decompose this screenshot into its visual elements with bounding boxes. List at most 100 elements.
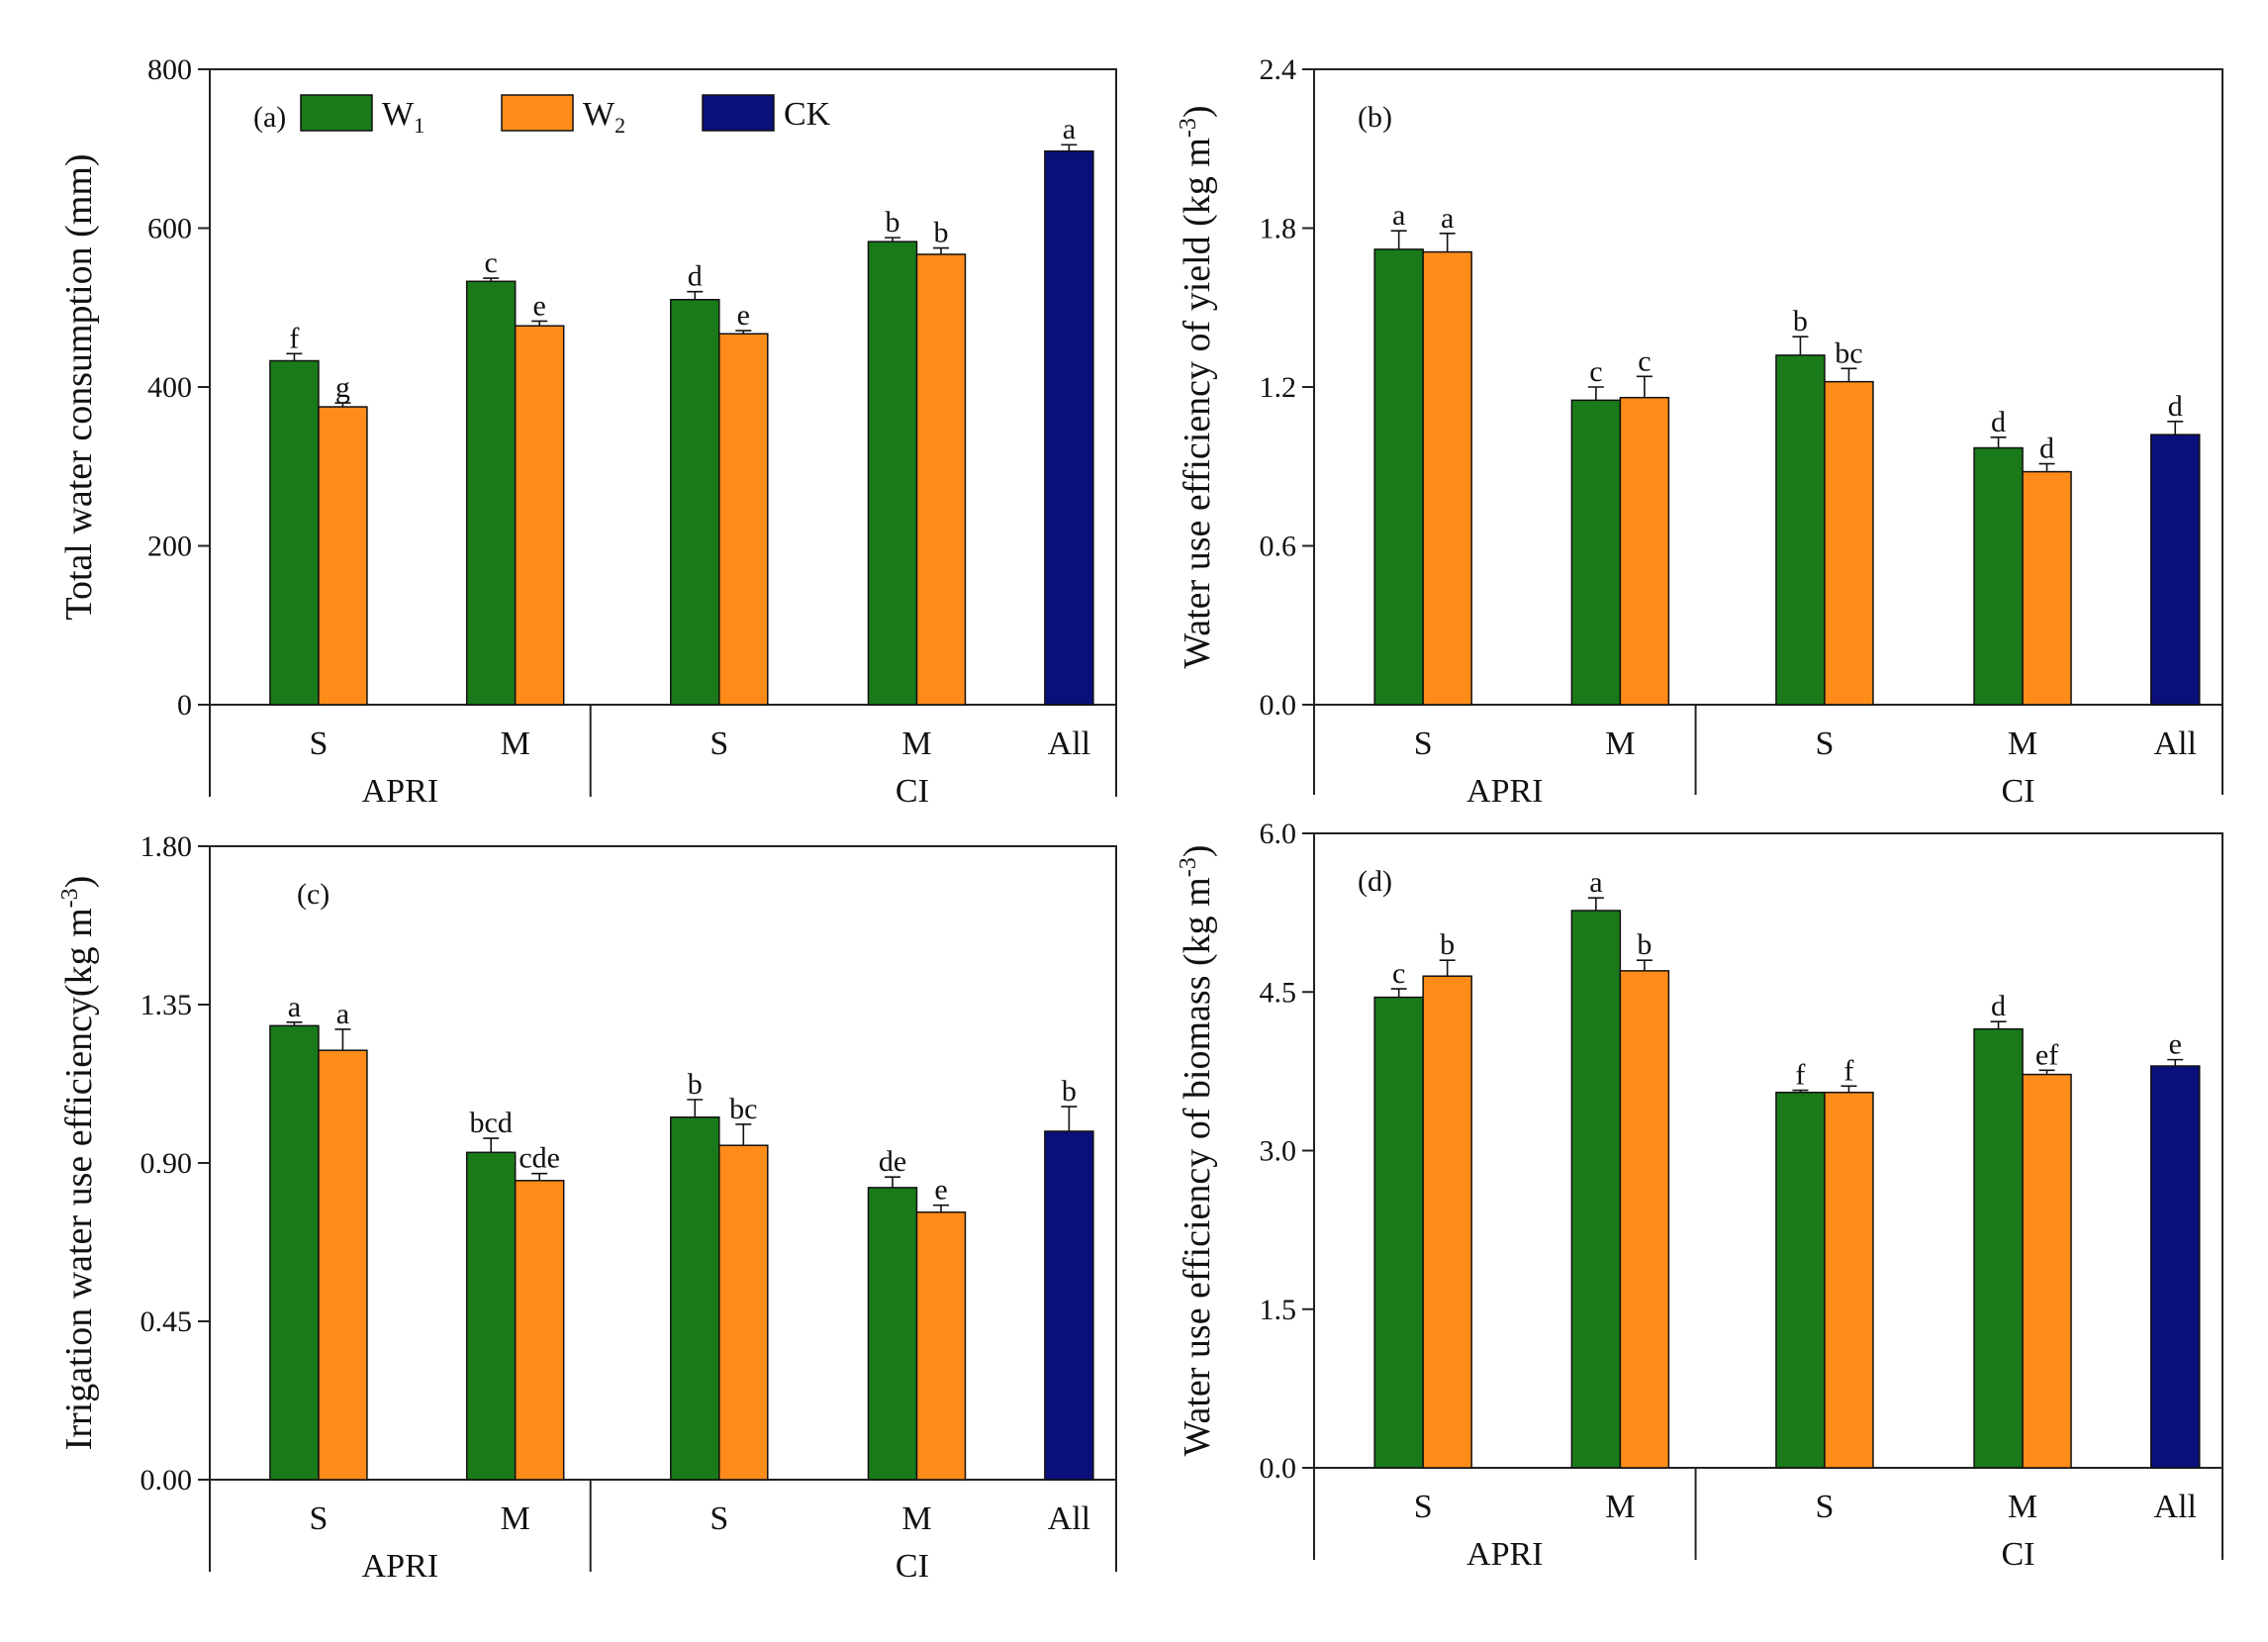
y-tick-label: 1.35 xyxy=(141,989,193,1021)
bar-w1 xyxy=(269,1024,320,1481)
significance-label: g xyxy=(335,371,350,404)
bar-w1 xyxy=(1373,996,1424,1469)
category-label: All xyxy=(2154,1489,2197,1525)
y-axis-title-text: Irrigation water use efficiency(kg m xyxy=(58,908,100,1450)
legend-label-main: W xyxy=(583,96,615,133)
bar-w1 xyxy=(867,241,918,706)
significance-label: a xyxy=(1392,199,1405,232)
y-tick-label: 0 xyxy=(177,689,192,722)
significance-label: c xyxy=(1392,957,1405,990)
y-axis-title-tail: ) xyxy=(58,876,100,889)
y-tick-label: 1.80 xyxy=(141,830,193,863)
legend: W1 W2 CK xyxy=(300,94,831,138)
bar-w2 xyxy=(318,406,368,706)
y-tick-label: 0.90 xyxy=(141,1147,193,1180)
y-tick-label: 200 xyxy=(147,531,192,563)
significance-label: bc xyxy=(1835,337,1862,369)
significance-label: f xyxy=(1843,1054,1853,1087)
legend-label: W1 xyxy=(382,96,425,138)
bar-ck xyxy=(1044,1130,1094,1481)
panel-d: 0.0 1.5 3.0 4.5 6.0 S M S M All APRI CI c b a b f f def e (d… xyxy=(1176,818,2223,1573)
panel-tag: (b) xyxy=(1358,101,1392,134)
y-tick-label: 1.8 xyxy=(1260,213,1297,245)
significance-label: a xyxy=(288,991,301,1023)
significance-label: f xyxy=(1795,1059,1805,1092)
y-tick-label: 0.6 xyxy=(1260,531,1297,563)
bar-w1 xyxy=(1570,910,1622,1469)
y-tick-label: 0.45 xyxy=(141,1305,193,1338)
y-axis-title: Total water consumption (mm) xyxy=(58,153,100,620)
category-label: S xyxy=(309,1500,328,1537)
bar-w2 xyxy=(1422,975,1472,1469)
y-axis-title: Irrigation water use efficiency(kg m-3) xyxy=(57,876,100,1451)
bar-w2 xyxy=(514,1180,565,1481)
legend-label-sub: 1 xyxy=(414,113,425,138)
group-label: CI xyxy=(896,773,929,810)
significance-label: b xyxy=(933,217,948,249)
group-label: CI xyxy=(2001,773,2034,810)
legend-swatch-w1 xyxy=(300,94,373,132)
significance-label: d xyxy=(688,260,703,293)
bar-w1 xyxy=(1373,248,1424,706)
bar-w1 xyxy=(867,1187,918,1481)
significance-label: a xyxy=(1063,113,1076,145)
y-tick-label: 1.2 xyxy=(1260,371,1297,404)
significance-label: a xyxy=(1589,866,1602,899)
group-label: CI xyxy=(896,1548,929,1585)
y-tick-label: 0.0 xyxy=(1260,689,1297,722)
bar-ck xyxy=(1044,149,1094,706)
y-tick-label: 0.00 xyxy=(141,1464,193,1497)
y-tick-label: 0.0 xyxy=(1260,1452,1297,1485)
category-label: M xyxy=(501,725,530,762)
category-label: M xyxy=(1605,725,1635,762)
category-label: S xyxy=(1414,1489,1433,1525)
category-label: M xyxy=(1605,1489,1635,1525)
y-axis-title-tail: ) xyxy=(1177,845,1218,858)
significance-label: f xyxy=(289,322,299,354)
y-tick-label: 800 xyxy=(147,53,192,86)
bar-w2 xyxy=(915,1211,967,1481)
bar-w1 xyxy=(1973,1027,2024,1469)
group-label: APRI xyxy=(1466,773,1543,810)
bar-w2 xyxy=(2022,1073,2072,1469)
y-axis-title-text: Water use efficiency of yield (kg m xyxy=(1177,138,1218,668)
legend-label: W2 xyxy=(583,96,625,138)
category-label: M xyxy=(2008,1489,2037,1525)
significance-label: b xyxy=(1440,928,1455,961)
bar-w1 xyxy=(1775,354,1826,706)
significance-label: bc xyxy=(729,1093,757,1125)
y-axis-title-text: Total water consumption (mm) xyxy=(58,153,100,620)
significance-label: e xyxy=(934,1174,947,1207)
significance-label: b xyxy=(1793,305,1808,338)
panel-b: 0.0 0.6 1.2 1.8 2.4 S M S M All APRI CI a a c c bbc d d d (b… xyxy=(1176,53,2223,810)
significance-label: e xyxy=(737,299,750,332)
bar-w1 xyxy=(465,1151,517,1481)
legend-swatch-ck xyxy=(702,94,775,132)
significance-label: e xyxy=(2169,1028,2182,1061)
y-axis-title-tail: ) xyxy=(1177,105,1218,118)
bar-w2 xyxy=(718,1144,769,1481)
y-axis-title-text: Water use efficiency of biomass (kg m xyxy=(1177,877,1218,1456)
bar-ck xyxy=(2150,434,2201,706)
significance-label: bcd xyxy=(470,1107,513,1139)
category-label: M xyxy=(901,725,931,762)
significance-label: cde xyxy=(519,1142,560,1175)
significance-label: ef xyxy=(2035,1038,2058,1071)
significance-label: e xyxy=(533,289,546,322)
significance-label: c xyxy=(1589,355,1602,388)
category-label: S xyxy=(709,725,728,762)
y-axis-title-sup: -3 xyxy=(57,888,83,908)
bar-w1 xyxy=(670,1116,720,1481)
category-label: M xyxy=(2008,725,2037,762)
group-label: APRI xyxy=(362,1548,438,1585)
category-label: S xyxy=(1414,725,1433,762)
bar-w2 xyxy=(1619,970,1670,1469)
bar-w2 xyxy=(1422,250,1472,706)
bar-w2 xyxy=(1824,1091,1874,1469)
y-tick-label: 2.4 xyxy=(1260,53,1297,86)
significance-label: a xyxy=(1441,202,1454,235)
bar-w2 xyxy=(915,253,967,706)
significance-label: de xyxy=(879,1145,906,1178)
panel-tag: (d) xyxy=(1358,865,1392,898)
